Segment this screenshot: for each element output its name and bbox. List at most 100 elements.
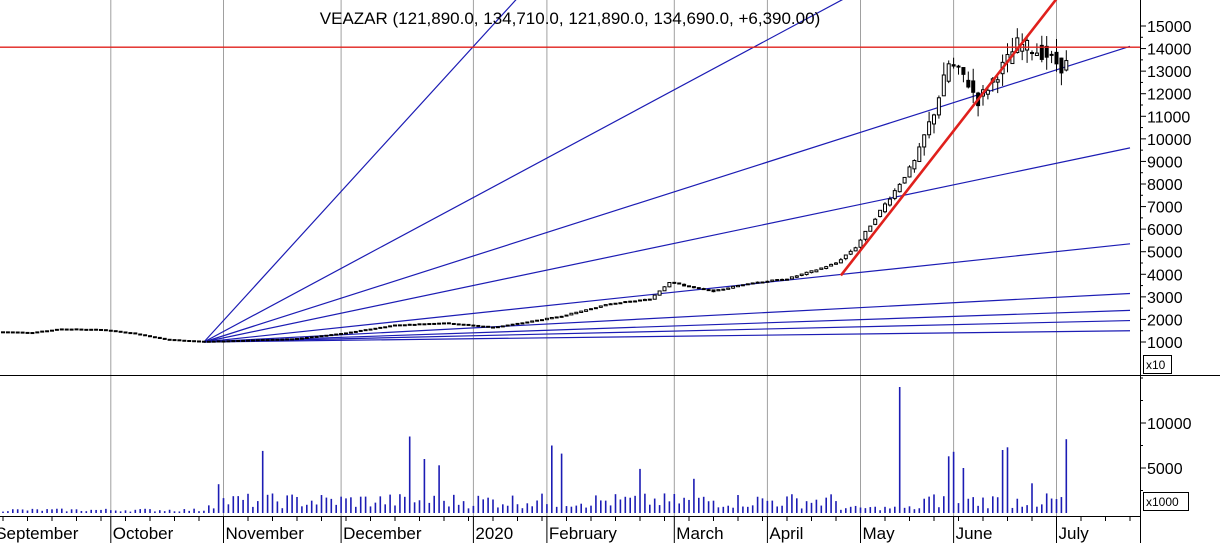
candle-body xyxy=(750,282,755,285)
candle-body xyxy=(941,74,946,97)
gann-fan-line-5 xyxy=(203,147,1131,343)
candle-body xyxy=(206,340,211,343)
candle-body xyxy=(721,288,726,291)
candle-body xyxy=(505,324,510,327)
candle-body xyxy=(706,289,711,292)
candle-body xyxy=(633,300,638,303)
gann-fan-line-0 xyxy=(203,330,1131,343)
candle-body xyxy=(50,329,54,332)
time-label-0: September xyxy=(0,524,79,543)
candle-body xyxy=(314,335,319,338)
candle-body xyxy=(603,304,608,307)
candle-body xyxy=(878,209,883,218)
candle-body xyxy=(236,340,241,343)
candle-body xyxy=(1049,53,1054,56)
volume-multiplier: x1000 xyxy=(1146,495,1179,509)
candle-body xyxy=(535,319,540,322)
candle-body xyxy=(99,328,103,331)
gann-fan-line-3 xyxy=(203,292,1131,343)
candle-body xyxy=(143,334,148,337)
candle-body xyxy=(540,319,544,322)
candle-body xyxy=(128,332,133,335)
candle-body xyxy=(157,336,162,340)
candle-body xyxy=(902,176,907,184)
candle-body xyxy=(275,338,280,341)
price-tick-label: 11000 xyxy=(1147,109,1190,126)
price-tick-label: 6000 xyxy=(1147,222,1183,239)
candle-body xyxy=(716,289,721,292)
candle-body xyxy=(54,328,59,331)
candle-body xyxy=(270,338,275,341)
candle-body xyxy=(819,267,824,270)
candle-body xyxy=(226,340,231,343)
candle-body xyxy=(628,300,633,303)
candle-body xyxy=(618,302,623,305)
candle-body xyxy=(407,323,412,326)
candle-body xyxy=(402,324,407,327)
candle-body xyxy=(35,331,40,334)
candle-body xyxy=(265,339,270,342)
candle-body xyxy=(912,160,917,170)
candle-body xyxy=(765,280,770,283)
candle-body xyxy=(589,308,593,311)
candle-body xyxy=(966,79,971,88)
gann-fan-line-1 xyxy=(203,319,1131,343)
price-pane xyxy=(0,0,1140,343)
candle-body xyxy=(309,336,314,339)
candle-body xyxy=(319,335,324,338)
candle-body xyxy=(241,339,246,342)
candle-body xyxy=(564,314,569,317)
price-tick-label: 7000 xyxy=(1147,200,1183,217)
candle-body xyxy=(221,340,226,343)
candle-body xyxy=(731,285,736,289)
candle-body xyxy=(123,331,128,334)
candle-body xyxy=(834,262,838,265)
axes: September October November December 2020 Febr… xyxy=(0,19,1192,543)
candle-body xyxy=(201,340,206,343)
candle-body xyxy=(348,331,353,334)
candle-body xyxy=(672,281,677,284)
candle-body xyxy=(167,338,172,341)
candle-body xyxy=(393,324,397,327)
candle-body xyxy=(657,290,662,296)
candle-body xyxy=(584,309,589,312)
price-tick-label: 14000 xyxy=(1147,42,1192,59)
vertical-gridlines xyxy=(110,0,1057,543)
price-tick-label: 1000 xyxy=(1147,335,1183,352)
time-label-2: November xyxy=(226,524,305,543)
price-tick-label: 8000 xyxy=(1147,177,1183,194)
price-tick-label: 2000 xyxy=(1147,312,1183,329)
candle-body xyxy=(363,329,368,332)
candle-body xyxy=(696,287,701,290)
candle-body xyxy=(544,317,549,321)
candle-body xyxy=(638,299,642,302)
candle-body xyxy=(956,65,961,68)
candle-body xyxy=(804,271,809,276)
time-label-4: 2020 xyxy=(475,524,513,543)
candle-body xyxy=(211,340,216,343)
candle-body xyxy=(667,282,672,288)
volume-tick-label: 10000 xyxy=(1147,416,1192,433)
price-tick-label: 10000 xyxy=(1147,132,1192,149)
candle-body xyxy=(927,121,932,136)
candle-body xyxy=(461,323,466,326)
candle-body xyxy=(422,323,427,326)
candle-body xyxy=(344,332,348,335)
candle-body xyxy=(623,301,628,304)
candle-body xyxy=(79,328,84,331)
candle-body xyxy=(608,303,613,306)
candle-body xyxy=(985,89,990,95)
candle-body xyxy=(1039,44,1044,60)
candle-body xyxy=(113,330,118,333)
candle-body xyxy=(466,323,471,326)
candle-body xyxy=(192,340,197,343)
time-label-7: April xyxy=(769,524,803,543)
candle-body xyxy=(593,307,598,310)
candle-body xyxy=(446,322,451,325)
candle-body xyxy=(971,80,976,93)
candle-body xyxy=(848,250,853,255)
trend-line xyxy=(839,0,1058,277)
candle-body xyxy=(892,190,897,199)
candle-body xyxy=(182,339,187,342)
